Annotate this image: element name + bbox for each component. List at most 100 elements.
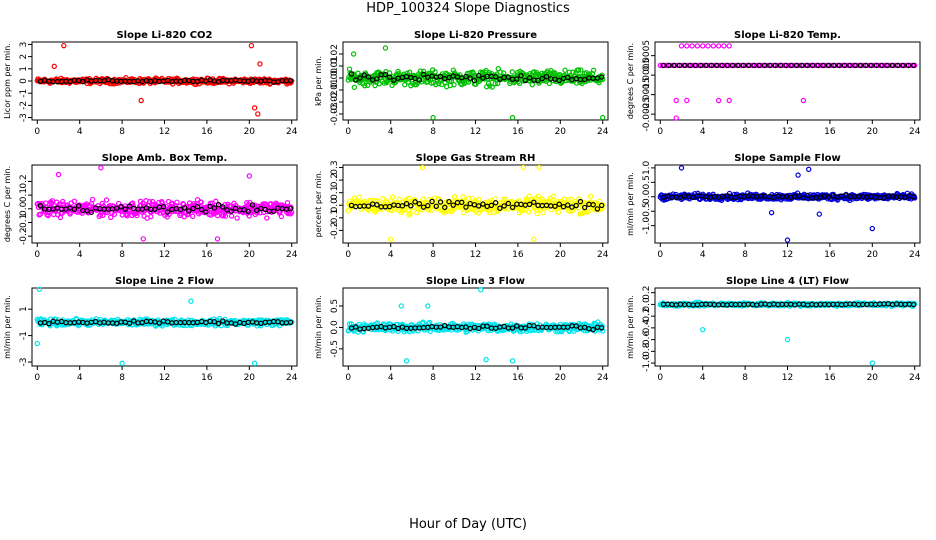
data-point xyxy=(598,325,605,331)
x-tick-label: 12 xyxy=(159,373,170,383)
data-point xyxy=(190,213,196,220)
data-point xyxy=(905,62,912,69)
data-point xyxy=(467,75,473,81)
y-tick-label: 0.2 xyxy=(330,173,340,187)
data-point xyxy=(278,213,285,220)
y-tick-label: -0.02 xyxy=(330,90,340,113)
chart-panel-7: Slope Line 2 Flow 0 4 8 12 16 20 24 -3 -1 1 ml/min … xyxy=(3,276,298,383)
data-point xyxy=(796,193,802,199)
data-point xyxy=(756,62,762,69)
data-point xyxy=(729,62,736,69)
data-point xyxy=(146,199,153,205)
data-point xyxy=(262,206,268,213)
data-point xyxy=(214,236,221,242)
data-point xyxy=(910,194,917,200)
y-axis-label: Licor ppm per min. xyxy=(3,43,12,119)
data-point xyxy=(475,325,482,332)
y-axis-label: ml/min per min. xyxy=(3,295,12,359)
data-point xyxy=(567,208,573,214)
data-point xyxy=(805,166,812,173)
data-point xyxy=(382,45,389,51)
data-point xyxy=(884,62,890,69)
y-tick-label: -0.6 xyxy=(642,331,652,349)
data-point xyxy=(900,62,906,69)
data-point xyxy=(478,287,484,293)
y-tick-label: -0.8 xyxy=(642,342,652,360)
data-point xyxy=(531,236,537,242)
y-tick-label: -0.5 xyxy=(642,202,652,220)
x-tick-label: 0 xyxy=(657,250,663,260)
page-title: HDP_100324 Slope Diagnostics xyxy=(366,1,570,16)
data-point xyxy=(715,97,722,104)
data-point xyxy=(719,62,725,69)
data-point xyxy=(492,80,498,87)
data-point xyxy=(565,74,571,81)
x-tick-label: 0 xyxy=(345,127,351,137)
y-tick-label: 0.0 xyxy=(642,297,652,312)
x-tick-label: 4 xyxy=(77,127,83,137)
data-point xyxy=(784,336,791,343)
data-point xyxy=(509,358,516,364)
data-point xyxy=(509,204,516,211)
panel-title: Slope Line 4 (LT) Flow xyxy=(726,276,849,287)
data-point xyxy=(673,115,679,121)
x-tick-label: 12 xyxy=(782,127,793,137)
data-point xyxy=(676,62,683,69)
data-point xyxy=(863,62,869,69)
y-tick-label: -1 xyxy=(19,89,29,98)
x-tick-label: 20 xyxy=(867,250,879,260)
data-point xyxy=(287,319,294,325)
data-point xyxy=(374,202,380,208)
data-point xyxy=(164,209,171,215)
data-point xyxy=(194,203,201,210)
data-point xyxy=(268,201,274,207)
data-point xyxy=(879,62,885,69)
data-point xyxy=(408,203,414,209)
data-point xyxy=(501,203,507,209)
x-tick-label: 4 xyxy=(700,250,706,260)
x-tick-label: 20 xyxy=(244,250,256,260)
data-point xyxy=(220,204,226,210)
data-point xyxy=(122,206,128,212)
data-point xyxy=(403,200,410,207)
data-point xyxy=(228,213,235,219)
data-point xyxy=(783,62,789,69)
data-point xyxy=(255,111,261,117)
x-axis-label: Hour of Day (UTC) xyxy=(409,517,527,532)
x-tick-label: 20 xyxy=(555,373,567,383)
x-tick-label: 16 xyxy=(824,373,836,383)
data-point xyxy=(590,326,596,333)
points xyxy=(657,43,918,121)
points xyxy=(345,287,606,364)
data-point xyxy=(45,212,51,219)
data-point xyxy=(678,165,685,171)
data-point xyxy=(684,97,690,104)
data-point xyxy=(868,62,874,69)
data-point xyxy=(228,208,234,214)
data-point xyxy=(420,71,427,78)
data-point xyxy=(767,62,773,69)
data-point xyxy=(570,207,576,213)
data-point xyxy=(522,325,529,331)
x-tick-label: 0 xyxy=(34,250,40,260)
data-point xyxy=(514,323,520,329)
data-point xyxy=(751,62,757,69)
x-tick-label: 20 xyxy=(867,373,879,383)
data-point xyxy=(36,286,43,293)
data-point xyxy=(37,203,44,209)
x-tick-label: 24 xyxy=(909,127,921,137)
y-tick-label: -0.2 xyxy=(642,307,652,325)
y-tick-label: 1.0 xyxy=(642,160,652,175)
y-tick-label: -1 xyxy=(19,331,29,340)
x-tick-label: 16 xyxy=(201,127,213,137)
x-tick-label: 0 xyxy=(657,127,663,137)
data-point xyxy=(346,198,353,204)
data-point xyxy=(565,202,571,208)
data-point xyxy=(284,199,291,206)
data-point xyxy=(534,210,540,217)
x-tick-label: 16 xyxy=(824,250,836,260)
data-point xyxy=(529,81,535,88)
data-point xyxy=(203,209,209,215)
data-point xyxy=(432,69,438,75)
x-tick-label: 12 xyxy=(782,373,793,383)
